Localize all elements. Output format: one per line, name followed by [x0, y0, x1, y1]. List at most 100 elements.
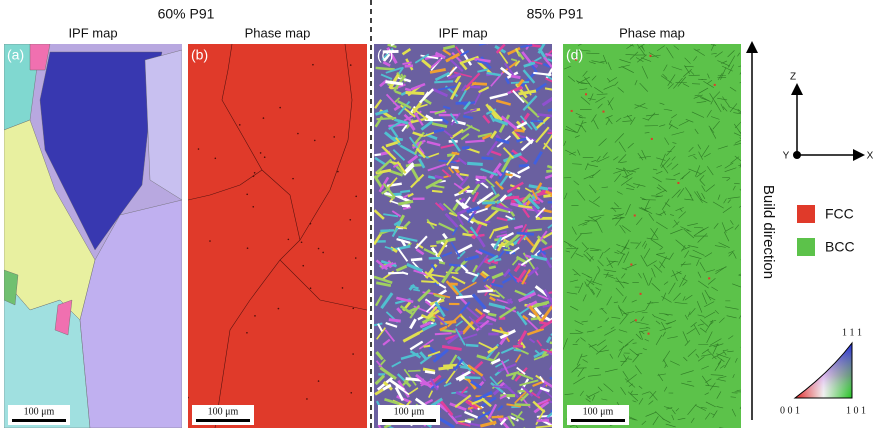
speck — [252, 206, 254, 208]
figure: Build direction Z Y X 1 1 1 0 0 1 1 0 1 … — [0, 0, 876, 431]
speck — [253, 175, 255, 177]
lath — [465, 377, 481, 378]
speck — [254, 315, 256, 317]
speck — [355, 196, 357, 198]
speck — [314, 140, 316, 142]
lath-boundary — [741, 342, 747, 345]
speck — [350, 392, 352, 394]
fcc-speck — [630, 263, 632, 265]
lath — [519, 165, 529, 166]
grain — [145, 50, 182, 200]
lath — [492, 417, 504, 418]
lath — [476, 177, 487, 178]
group-title: 60% P91 — [158, 6, 215, 22]
lath — [494, 259, 501, 261]
lath — [466, 345, 478, 346]
lath — [425, 371, 435, 373]
scale-bar — [571, 419, 625, 422]
lath — [406, 92, 425, 93]
speck — [312, 64, 314, 66]
micrograph — [4, 44, 182, 428]
lath — [506, 174, 513, 175]
lath — [546, 170, 557, 171]
fcc-speck — [708, 277, 710, 279]
y-axis — [793, 151, 801, 159]
phase-green — [563, 44, 741, 428]
scale-text: 100 μm — [208, 406, 239, 417]
micrograph — [187, 44, 367, 428]
speck — [302, 265, 304, 267]
panel-title: IPF map — [438, 25, 487, 40]
lath — [460, 174, 469, 175]
lath — [542, 38, 546, 44]
scale-text: 100 μm — [394, 406, 425, 417]
speck — [306, 398, 308, 400]
lath — [539, 322, 547, 323]
lath — [430, 246, 436, 247]
fcc-speck — [640, 293, 642, 295]
speck — [301, 241, 303, 243]
lath — [439, 262, 445, 263]
lath — [376, 68, 395, 70]
lath — [435, 176, 444, 178]
speck — [318, 248, 320, 250]
lath — [465, 141, 484, 143]
legend-label: BCC — [825, 239, 855, 255]
fcc-speck — [677, 182, 679, 184]
lath — [435, 333, 452, 334]
lath — [377, 118, 397, 119]
lath — [462, 147, 470, 148]
fcc-speck — [602, 111, 604, 113]
speck — [247, 247, 249, 249]
speck — [239, 124, 241, 126]
fcc-speck — [571, 110, 573, 112]
lath — [465, 421, 471, 422]
fcc-speck — [651, 138, 653, 140]
lath-boundary — [741, 341, 747, 347]
speck — [215, 157, 217, 159]
speck — [292, 178, 294, 180]
ipf-top: 1 1 1 — [842, 327, 862, 338]
lath — [551, 313, 563, 320]
fcc-speck — [585, 93, 587, 95]
lath — [543, 195, 555, 196]
lath — [551, 410, 561, 417]
panel-title: IPF map — [68, 25, 117, 40]
lath — [488, 314, 496, 316]
legend-swatch — [797, 205, 815, 223]
panel-title: Phase map — [245, 25, 311, 40]
speck — [246, 332, 248, 334]
speck — [322, 252, 324, 254]
scale-bar — [382, 419, 436, 422]
lath — [411, 259, 422, 260]
ipf-left: 0 0 1 — [780, 405, 800, 416]
lath — [489, 267, 496, 269]
lath — [504, 197, 519, 198]
lath — [514, 404, 530, 405]
lath — [517, 233, 534, 234]
fcc-speck — [634, 214, 636, 216]
lath — [501, 232, 507, 233]
build-direction: Build direction — [760, 185, 777, 279]
speck — [288, 239, 290, 241]
lath — [548, 109, 557, 111]
lath — [408, 371, 421, 372]
ipf-triangle-overlay — [795, 343, 852, 398]
speck — [352, 308, 354, 310]
lath — [434, 81, 453, 82]
lath — [432, 191, 442, 192]
panel-title: Phase map — [619, 25, 685, 40]
speck — [350, 64, 352, 66]
lath — [388, 273, 403, 274]
lath — [451, 167, 459, 168]
speck — [310, 287, 312, 289]
speck — [333, 136, 335, 138]
speck — [349, 219, 351, 221]
lath-boundary — [740, 164, 748, 171]
lath — [389, 320, 401, 322]
micrograph — [374, 34, 567, 431]
y-label: Y — [783, 151, 790, 162]
legend-label: FCC — [825, 206, 854, 222]
lath — [400, 191, 410, 192]
panel-label: (b) — [191, 47, 208, 63]
